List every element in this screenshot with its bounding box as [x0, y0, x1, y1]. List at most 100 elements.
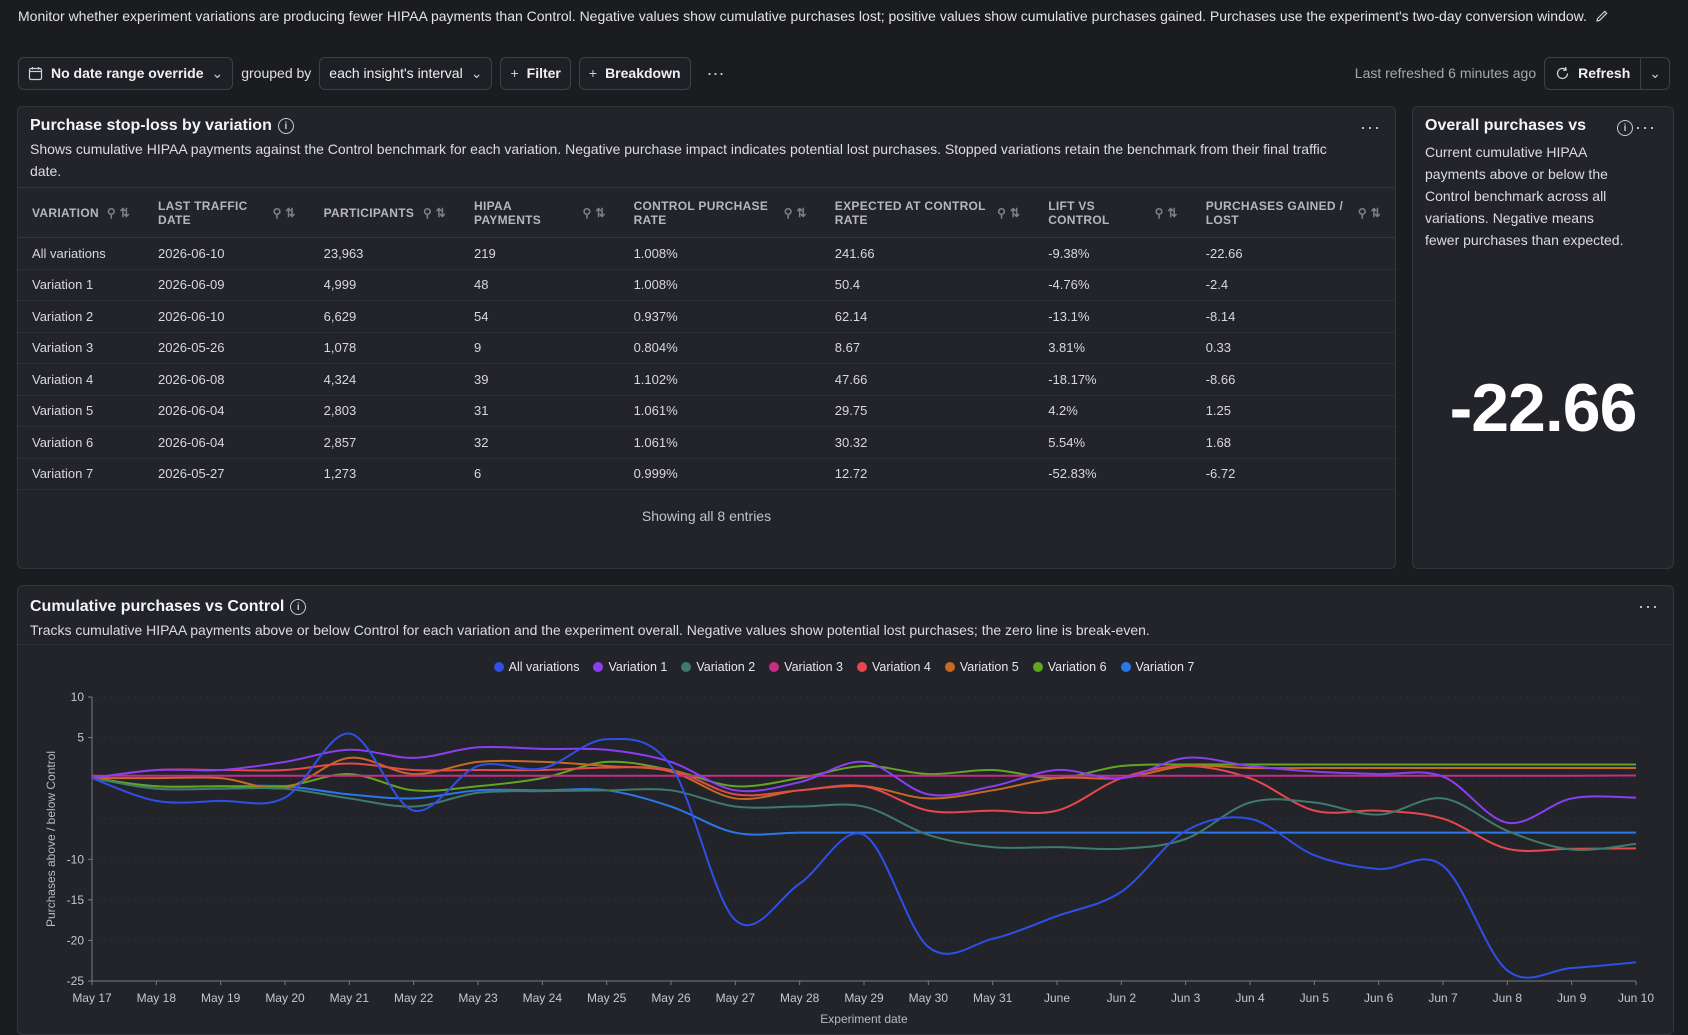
table-cell: 2026-05-27 [144, 458, 310, 490]
table-cell: 23,963 [310, 238, 460, 270]
column-header[interactable]: EXPECTED AT CONTROL RATE ⚲ ⇅ [821, 188, 1034, 238]
legend-label: Variation 3 [784, 660, 843, 674]
table-cell: 0.937% [620, 301, 821, 333]
overall-card-description: Current cumulative HIPAA payments above … [1425, 141, 1625, 251]
column-header[interactable]: PARTICIPANTS⚲ ⇅ [310, 188, 460, 238]
pin-sort-icon[interactable]: ⚲ ⇅ [273, 206, 296, 220]
chart-card-description: Tracks cumulative HIPAA payments above o… [30, 619, 1613, 641]
legend-item[interactable]: Variation 3 [769, 660, 843, 674]
table-cell: All variations [18, 238, 144, 270]
refresh-options-chevron-icon[interactable]: ⌄ [1640, 58, 1669, 89]
legend-item[interactable]: Variation 2 [681, 660, 755, 674]
overall-purchases-value: -22.66 [1413, 369, 1673, 447]
pin-sort-icon[interactable]: ⚲ ⇅ [423, 206, 446, 220]
table-cell: -13.1% [1034, 301, 1192, 333]
column-header-label: EXPECTED AT CONTROL RATE [835, 199, 993, 227]
interval-select[interactable]: each insight's interval ⌄ [319, 57, 492, 90]
table-card-menu-icon[interactable]: ··· [1360, 117, 1381, 138]
legend-item[interactable]: Variation 7 [1121, 660, 1195, 674]
overall-card-title-text: Overall purchases vs [1425, 117, 1586, 135]
table-cell: 219 [460, 238, 620, 270]
legend-swatch [681, 662, 691, 672]
legend-item[interactable]: Variation 1 [593, 660, 667, 674]
refresh-button[interactable]: Refresh [1545, 58, 1640, 89]
overall-purchases-card: Overall purchases vs i ··· Current cumul… [1412, 106, 1674, 569]
table-cell: -9.38% [1034, 238, 1192, 270]
filter-button[interactable]: + Filter [500, 57, 570, 90]
table-cell: Variation 1 [18, 269, 144, 301]
column-header[interactable]: LAST TRAFFIC DATE⚲ ⇅ [144, 188, 310, 238]
chart-card-title: Cumulative purchases vs Control i [30, 598, 1613, 616]
table-cell: 1.25 [1192, 395, 1395, 427]
column-header[interactable]: PURCHASES GAINED / LOST⚲ ⇅ [1192, 188, 1395, 238]
table-cell: 30.32 [821, 427, 1034, 459]
pin-sort-icon[interactable]: ⚲ ⇅ [784, 206, 807, 220]
table-cell: -18.17% [1034, 364, 1192, 396]
refresh-split-button: Refresh ⌄ [1544, 57, 1670, 90]
legend-item[interactable]: Variation 5 [945, 660, 1019, 674]
table-cell: Variation 2 [18, 301, 144, 333]
column-header-label: CONTROL PURCHASE RATE [634, 199, 780, 227]
table-cell: 3.81% [1034, 332, 1192, 364]
column-header[interactable]: LIFT VS CONTROL⚲ ⇅ [1034, 188, 1192, 238]
dashboard-description: Monitor whether experiment variations ar… [18, 8, 1678, 24]
pin-sort-icon[interactable]: ⚲ ⇅ [997, 206, 1020, 220]
column-header[interactable]: HIPAA PAYMENTS⚲ ⇅ [460, 188, 620, 238]
column-header[interactable]: CONTROL PURCHASE RATE ⚲ ⇅ [620, 188, 821, 238]
legend-item[interactable]: Variation 4 [857, 660, 931, 674]
legend-label: Variation 5 [960, 660, 1019, 674]
overall-card-title: Overall purchases vs [1425, 117, 1615, 135]
table-cell: 2,857 [310, 427, 460, 459]
filter-label: Filter [527, 65, 561, 81]
table-cell: Variation 3 [18, 332, 144, 364]
breakdown-button[interactable]: + Breakdown [579, 57, 691, 90]
table-cell: -52.83% [1034, 458, 1192, 490]
table-cell: 0.999% [620, 458, 821, 490]
pin-sort-icon[interactable]: ⚲ ⇅ [583, 206, 606, 220]
cumulative-chart-card: Cumulative purchases vs Control i Tracks… [17, 585, 1674, 1035]
table-cell: 2026-06-04 [144, 395, 310, 427]
table-cell: -22.66 [1192, 238, 1395, 270]
table-cell: 2026-06-10 [144, 238, 310, 270]
edit-pencil-icon[interactable] [1595, 9, 1609, 23]
column-header[interactable]: VARIATION⚲ ⇅ [18, 188, 144, 238]
table-card-title-text: Purchase stop-loss by variation [30, 117, 272, 135]
date-range-button[interactable]: No date range override ⌄ [18, 57, 233, 90]
table-cell: 241.66 [821, 238, 1034, 270]
info-icon[interactable]: i [290, 599, 306, 615]
table-cell: 0.804% [620, 332, 821, 364]
table-cell: 29.75 [821, 395, 1034, 427]
table-cell: 31 [460, 395, 620, 427]
plus-icon: + [589, 65, 597, 81]
stop-loss-table: VARIATION⚲ ⇅LAST TRAFFIC DATE⚲ ⇅PARTICIP… [18, 187, 1395, 490]
table-cell: 2,803 [310, 395, 460, 427]
table-card-title: Purchase stop-loss by variation i [30, 117, 1335, 135]
table-cell: 2026-06-09 [144, 269, 310, 301]
legend-item[interactable]: Variation 6 [1033, 660, 1107, 674]
table-cell: -8.66 [1192, 364, 1395, 396]
table-cell: 4,999 [310, 269, 460, 301]
legend-swatch [593, 662, 603, 672]
table-cell: 62.14 [821, 301, 1034, 333]
pin-sort-icon[interactable]: ⚲ ⇅ [107, 206, 130, 220]
table-cell: 6,629 [310, 301, 460, 333]
info-icon[interactable]: i [278, 118, 294, 134]
pin-sort-icon[interactable]: ⚲ ⇅ [1358, 206, 1381, 220]
more-options-icon[interactable]: ··· [699, 63, 733, 84]
table-cell: 1.061% [620, 395, 821, 427]
legend-item[interactable]: All variations [494, 660, 580, 674]
refresh-label: Refresh [1578, 65, 1630, 81]
table-cell: 2026-05-26 [144, 332, 310, 364]
chart-card-menu-icon[interactable]: ··· [1638, 596, 1659, 617]
table-cell: 2026-06-04 [144, 427, 310, 459]
calendar-icon [28, 66, 43, 81]
overall-card-menu-icon[interactable]: ··· [1635, 117, 1656, 138]
table-cell: 4.2% [1034, 395, 1192, 427]
table-cell: 47.66 [821, 364, 1034, 396]
table-cell: 54 [460, 301, 620, 333]
legend-swatch [1121, 662, 1131, 672]
pin-sort-icon[interactable]: ⚲ ⇅ [1155, 206, 1178, 220]
info-icon[interactable]: i [1617, 120, 1633, 136]
